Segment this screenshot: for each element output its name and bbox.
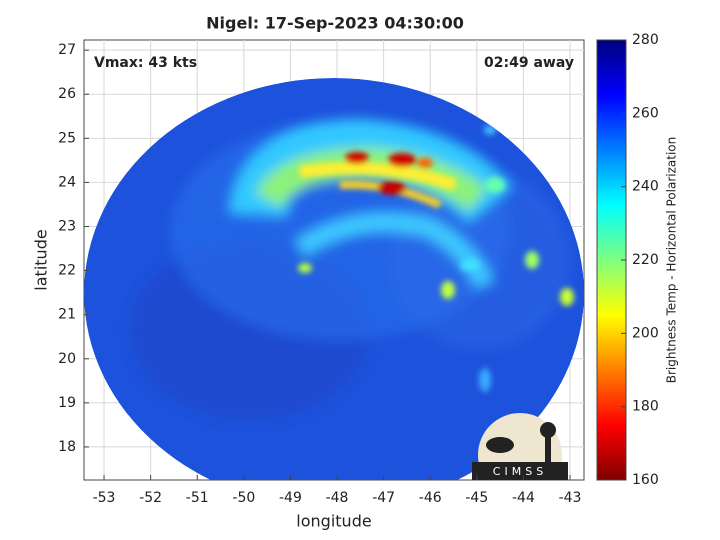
annotation: 02:49 away [484,55,574,71]
y-tick-label: 23 [58,218,76,234]
colorbar-label: Brightness Temp - Horizontal Polarizatio… [665,137,679,384]
colorbar-tick-label: 200 [632,325,659,341]
chart-title: Nigel: 17-Sep-2023 04:30:00 [206,14,464,33]
y-tick-label: 19 [58,395,76,411]
colorbar-tick-label: 220 [632,252,659,268]
annotation: Vmax: 43 kts [94,55,197,71]
y-tick-label: 24 [58,174,76,190]
colorbar-tick-label: 260 [632,105,659,121]
colorbar-tick-label: 160 [632,472,659,488]
colorbar-tick-label: 180 [632,399,659,415]
y-tick-label: 22 [58,263,76,279]
y-tick-label: 18 [58,439,76,455]
y-tick-label: 21 [58,307,76,323]
y-axis-label: latitude [32,229,51,290]
x-tick-label: -47 [372,490,395,506]
colorbar-tick-label: 240 [632,179,659,195]
x-axis-label: longitude [296,512,371,531]
colorbar-tick-label: 280 [632,32,659,48]
x-tick-label: -44 [512,490,535,506]
x-tick-label: -53 [93,490,116,506]
x-tick-label: -52 [139,490,162,506]
y-tick-label: 20 [58,351,76,367]
satellite-image [84,78,584,480]
x-tick-label: -46 [419,490,442,506]
x-tick-label: -48 [326,490,349,506]
logo-text: CIMSS [493,465,547,478]
x-tick-label: -51 [186,490,209,506]
x-tick-label: -49 [279,490,302,506]
x-tick-label: -45 [465,490,488,506]
x-tick-label: -43 [559,490,582,506]
y-tick-label: 27 [58,42,76,58]
x-tick-label: -50 [232,490,255,506]
y-tick-label: 26 [58,86,76,102]
logo: CIMSS [472,413,568,480]
y-tick-label: 25 [58,130,76,146]
